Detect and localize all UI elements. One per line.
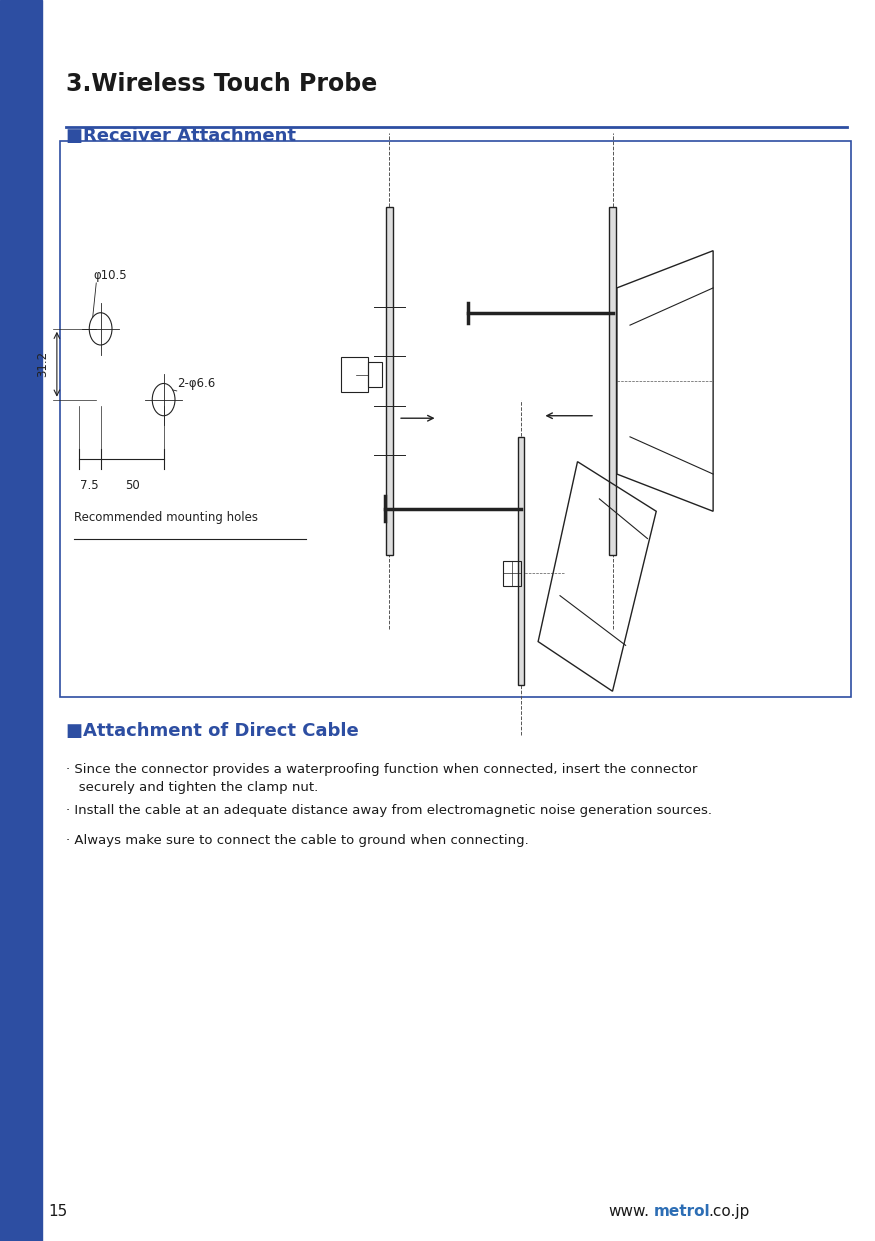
Text: 50: 50 (125, 479, 139, 491)
Text: Recommended mounting holes: Recommended mounting holes (74, 511, 258, 524)
Text: · Since the connector provides a waterproofing function when connected, insert t: · Since the connector provides a waterpr… (66, 763, 697, 794)
Text: φ10.5: φ10.5 (94, 269, 127, 282)
Text: · Always make sure to connect the cable to ground when connecting.: · Always make sure to connect the cable … (66, 834, 528, 846)
Bar (368, 362, 382, 387)
Text: · Install the cable at an adequate distance away from electromagnetic noise gene: · Install the cable at an adequate dista… (66, 804, 711, 817)
Text: 2-φ6.6: 2-φ6.6 (178, 377, 216, 390)
Bar (503, 561, 521, 586)
Bar (0, 0, 42, 1241)
Bar (518, 437, 523, 685)
Text: 3.Wireless Touch Probe: 3.Wireless Touch Probe (66, 72, 377, 96)
Bar (386, 207, 393, 555)
Text: www.: www. (608, 1204, 649, 1219)
Text: ■Attachment of Direct Cable: ■Attachment of Direct Cable (66, 722, 359, 741)
Bar (60, 141, 851, 697)
Bar (609, 207, 616, 555)
Text: 31.2: 31.2 (37, 351, 49, 377)
Text: 15: 15 (48, 1204, 67, 1219)
Text: metrol: metrol (654, 1204, 710, 1219)
Bar (341, 357, 368, 392)
Text: 7.5: 7.5 (80, 479, 99, 491)
Text: ■Receiver Attachment: ■Receiver Attachment (66, 127, 296, 145)
Text: .co.jp: .co.jp (708, 1204, 749, 1219)
